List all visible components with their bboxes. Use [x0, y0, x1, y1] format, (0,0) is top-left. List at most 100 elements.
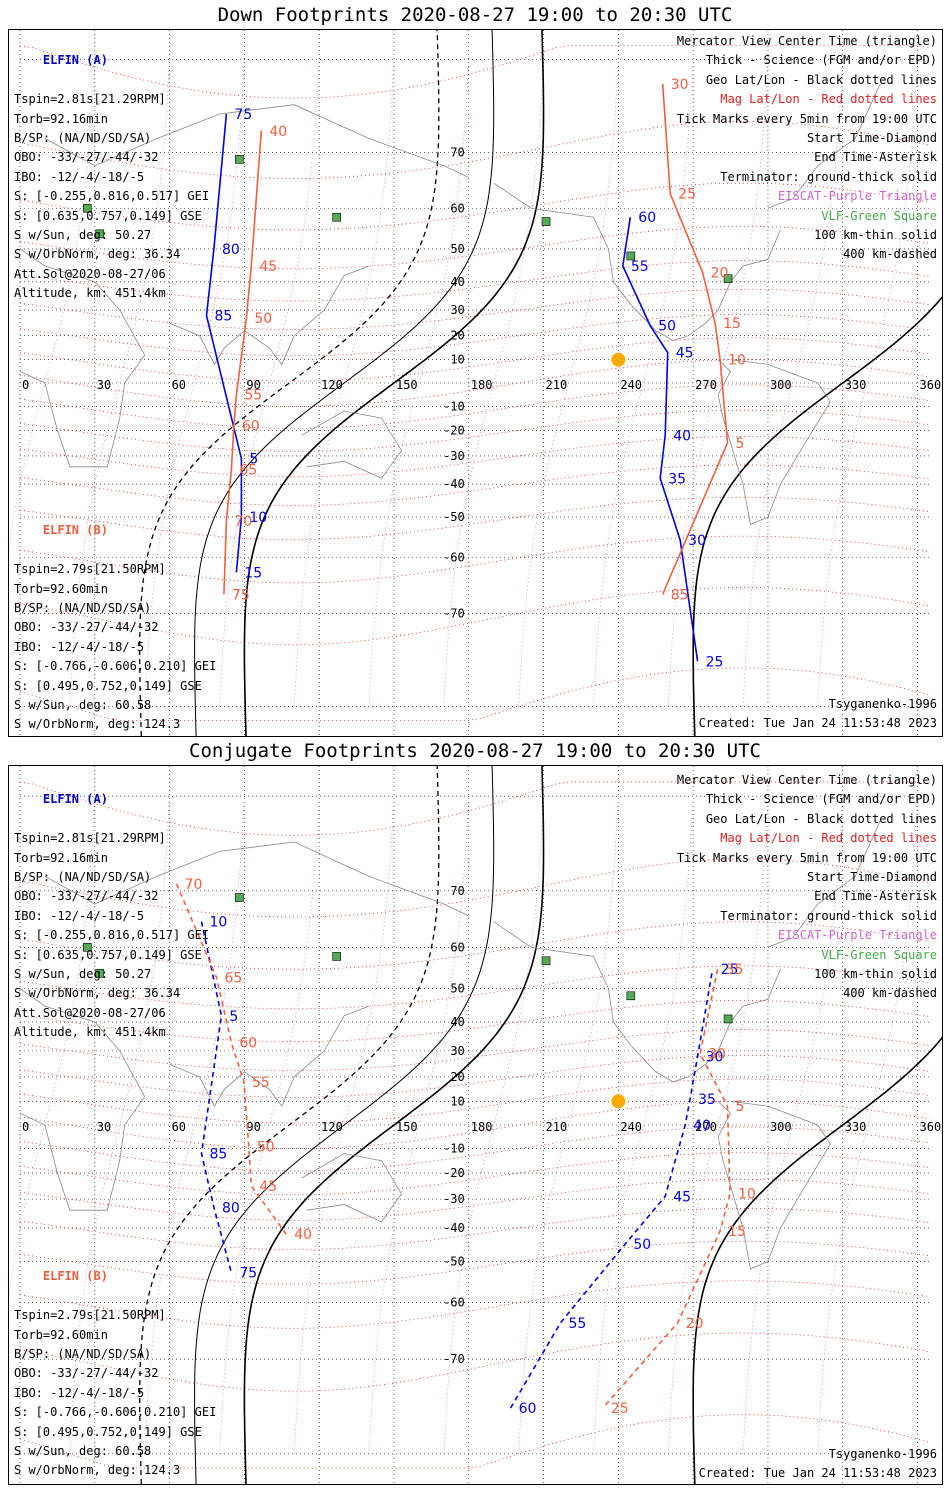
- track_b-tick-label: 50: [257, 1139, 275, 1155]
- down-title: Down Footprints 2020-08-27 19:00 to 20:3…: [217, 4, 733, 26]
- lat-tick-label: -20: [443, 423, 465, 437]
- lon-tick-label: 300: [770, 378, 792, 392]
- info-line: S: [0.635,0.757,0.149] GSE: [14, 208, 202, 223]
- info-line: End Time-Asterisk: [814, 150, 937, 165]
- sun-icon: [611, 352, 626, 367]
- track_a-tick-label: 55: [631, 259, 649, 275]
- info-line: S w/Sun, deg: 60.58: [14, 1444, 152, 1459]
- track_b-tick-label: 20: [711, 265, 729, 281]
- lon-tick-label: 0: [22, 1120, 29, 1134]
- conj-map: 0 30 60 90 120 150 180 210 240 270 300 330 360 70 60 50…: [9, 766, 942, 1484]
- vlf-station-square: [541, 217, 551, 226]
- down-map: 0 30 60 90 120 150 180 210 240 270 300 330 360 70 60 50…: [9, 30, 942, 736]
- lon-tick-label: 360: [920, 1120, 942, 1134]
- lon-tick-label: 270: [695, 378, 717, 392]
- info-line: Torb=92.16min: [14, 111, 108, 126]
- track_b-tick-label: 35: [726, 962, 744, 978]
- track_a-tick-label: 10: [249, 510, 267, 526]
- info-line: S: [-0.766,-0.606,0.210] GEI: [14, 1405, 217, 1420]
- mag-lon-line: [593, 796, 694, 1454]
- lat-tick-label: -60: [443, 551, 465, 565]
- track_a-tick-label: 50: [633, 1237, 651, 1253]
- track_a-tick-label: 5: [249, 452, 258, 468]
- track_a-tick-label: 60: [519, 1401, 537, 1417]
- info-line: 100 km-thin solid: [814, 228, 937, 243]
- lon-tick-label: 360: [920, 378, 942, 392]
- track_b-tick-label: 30: [671, 77, 689, 93]
- lat-tick-label: 10: [450, 353, 464, 367]
- coastline: [44, 841, 469, 917]
- info-line: S w/OrbNorm, deg: 124.3: [14, 717, 181, 732]
- lon-tick-label: 30: [97, 378, 111, 392]
- vlf-station-square: [541, 956, 551, 966]
- vlf-station-square: [626, 991, 636, 1001]
- mag-lon-line: [293, 796, 395, 1454]
- created-label: Created: Tue Jan 24 11:53:48 2023: [698, 1466, 937, 1480]
- sat-a-name: ELFIN (A): [42, 792, 108, 807]
- lat-tick-label: 40: [450, 1015, 464, 1029]
- terminator-ground: [692, 1036, 942, 1484]
- track_b-tick-label: 50: [254, 311, 272, 327]
- lon-tick-label: 270: [695, 1120, 717, 1134]
- mag-lon-line: [518, 796, 619, 1454]
- coastline: [767, 820, 881, 948]
- coastline: [169, 265, 370, 366]
- info-line: VLF-Green Square: [821, 208, 937, 223]
- track_b-tick-label: 5: [736, 436, 745, 452]
- info-line: VLF-Green Square: [821, 947, 937, 962]
- lat-tick-label: 20: [450, 329, 464, 343]
- track_a-track-line: [205, 113, 243, 573]
- vlf-station-square: [83, 942, 92, 952]
- mag-lon-line: [667, 796, 769, 1454]
- info-line: Torb=92.16min: [14, 850, 108, 865]
- info-line: Terminator: ground-thick solid: [720, 169, 937, 184]
- lon-tick-label: 120: [321, 1120, 343, 1134]
- info-line: B/SP: (NA/ND/SD/SA): [14, 601, 152, 616]
- track_a-track-line: [509, 969, 714, 1409]
- info-line: OBO: -33/-27/-44/-32: [14, 150, 159, 165]
- info-line: S w/OrbNorm, deg: 124.3: [14, 1463, 181, 1478]
- track_b-tick-label: 25: [611, 1401, 629, 1417]
- info-line: B/SP: (NA/ND/SD/SA): [14, 1347, 152, 1362]
- vlf-station-square: [626, 251, 636, 261]
- track_b-track-line: [661, 84, 729, 595]
- sat-b-info: ELFIN (B) Tspin=2.79s[21.50RPM] Torb=92.6…: [14, 1248, 217, 1484]
- sun-icon: [611, 1094, 626, 1109]
- info-line: OBO: -33/-27/-44/-32: [14, 620, 159, 635]
- lon-tick-label: 120: [321, 378, 343, 392]
- mag-lat-line: [19, 260, 931, 302]
- track_a-tick-label: 10: [209, 915, 227, 931]
- track_b-tick-label: 70: [234, 514, 252, 530]
- track_a-tick-label: 60: [638, 210, 656, 226]
- track_a-track-line: [621, 217, 699, 662]
- info-line: Torb=92.60min: [14, 1327, 108, 1342]
- track_b-tick-label: 70: [185, 877, 203, 893]
- info-line: Tspin=2.81s[21.29RPM]: [14, 831, 166, 846]
- track_b-tick-label: 25: [678, 187, 696, 203]
- vlf-station-square: [235, 893, 244, 902]
- track_b-tick-label: 5: [736, 1099, 745, 1115]
- info-line: Terminator: ground-thick solid: [720, 908, 937, 923]
- track_a-tick-label: 5: [229, 1009, 238, 1025]
- lon-tick-label: 90: [246, 1120, 260, 1134]
- lon-tick-label: 90: [246, 378, 260, 392]
- info-line: Tspin=2.79s[21.50RPM]: [14, 562, 166, 577]
- lat-tick-label: -30: [443, 449, 465, 463]
- info-line: S: [0.495,0.752,0.149] GSE: [14, 678, 202, 693]
- info-line: Tspin=2.79s[21.50RPM]: [14, 1308, 166, 1323]
- lat-tick-label: -60: [443, 1296, 465, 1310]
- coastline: [301, 1153, 402, 1223]
- track_b-tick-label: 10: [728, 353, 746, 369]
- track_a-tick-label: 30: [688, 533, 706, 549]
- mag-lat-line: [19, 436, 931, 478]
- info-line: Mercator View Center Time (triangle): [676, 34, 937, 48]
- lon-tick-label: 60: [172, 378, 186, 392]
- conj-title: Conjugate Footprints 2020-08-27 19:00 to…: [189, 740, 761, 762]
- terminator-400km: [139, 30, 440, 736]
- info-line: IBO: -12/-4/-18/-5: [14, 1385, 145, 1400]
- info-line: S: [0.635,0.757,0.149] GSE: [14, 947, 202, 962]
- track_b-tick-label: 75: [232, 587, 250, 603]
- track_a-tick-label: 15: [244, 565, 262, 581]
- track_b-tick-label: 15: [723, 316, 741, 332]
- mag-lon-line: [742, 796, 844, 1454]
